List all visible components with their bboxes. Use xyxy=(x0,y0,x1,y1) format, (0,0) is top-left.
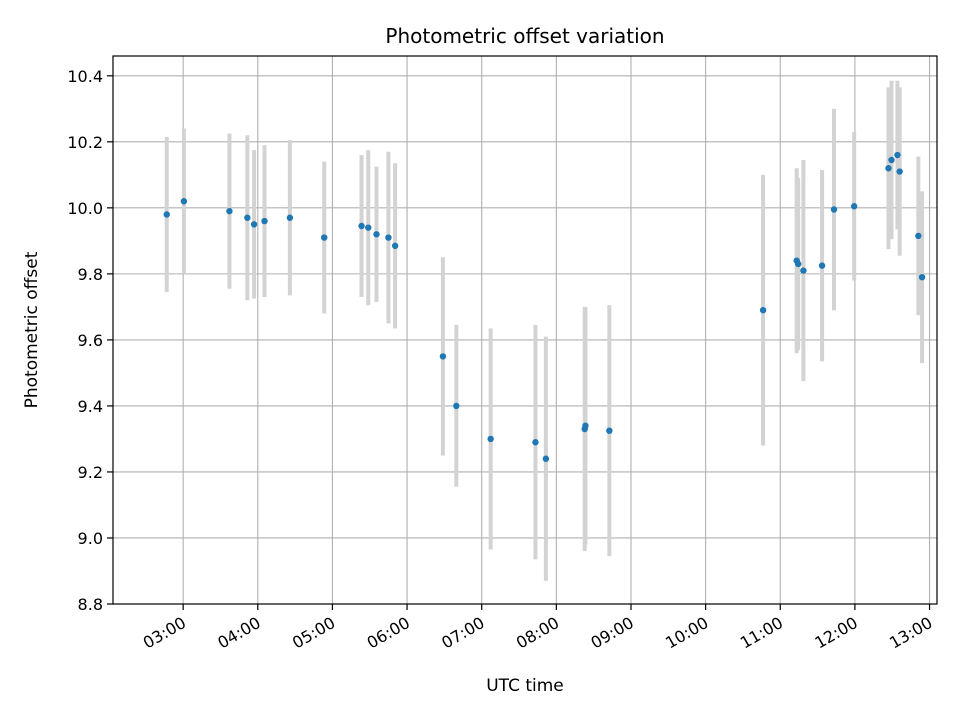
data-point xyxy=(321,234,328,241)
y-tick-label: 9.6 xyxy=(78,331,103,350)
y-tick-label: 9.8 xyxy=(78,265,103,284)
grid-lines xyxy=(113,56,937,605)
y-tick-label: 9.4 xyxy=(78,397,103,416)
y-tick-label: 10.2 xyxy=(67,133,103,152)
data-point xyxy=(373,231,380,238)
data-point xyxy=(385,234,392,241)
chart-title: Photometric offset variation xyxy=(385,24,664,48)
data-point xyxy=(163,211,170,218)
data-point xyxy=(818,262,826,269)
data-point xyxy=(439,353,447,360)
y-tick-label: 10.0 xyxy=(67,199,103,218)
data-point xyxy=(896,168,903,175)
data-point xyxy=(391,242,399,250)
data-point xyxy=(244,214,251,221)
data-point xyxy=(226,207,233,215)
plot-area-frame xyxy=(112,55,938,605)
data-point xyxy=(606,427,613,434)
data-point xyxy=(286,214,294,221)
data-point xyxy=(358,222,365,230)
data-point xyxy=(915,232,922,240)
data-point xyxy=(850,203,858,210)
y-tick-label: 9.2 xyxy=(78,463,103,482)
data-point xyxy=(918,273,926,281)
data-point xyxy=(830,206,838,213)
data-point xyxy=(582,422,589,429)
y-tick-label: 9.0 xyxy=(78,529,103,548)
data-point xyxy=(794,260,802,268)
data-point xyxy=(800,267,807,274)
data-points xyxy=(163,151,926,462)
data-point xyxy=(885,165,892,172)
data-point xyxy=(542,455,550,462)
data-point xyxy=(365,224,372,231)
data-point xyxy=(487,435,494,443)
data-point xyxy=(453,402,460,410)
data-point xyxy=(180,198,188,205)
data-point xyxy=(888,156,895,164)
data-point xyxy=(261,217,268,225)
x-axis-label: UTC time xyxy=(486,676,564,696)
data-point xyxy=(759,306,767,314)
data-point xyxy=(894,151,901,159)
y-tick-label: 8.8 xyxy=(78,595,103,614)
y-axis-label: Photometric offset xyxy=(22,251,42,408)
data-point xyxy=(250,221,258,228)
y-tick-label: 10.4 xyxy=(67,67,103,86)
data-point xyxy=(532,439,539,446)
